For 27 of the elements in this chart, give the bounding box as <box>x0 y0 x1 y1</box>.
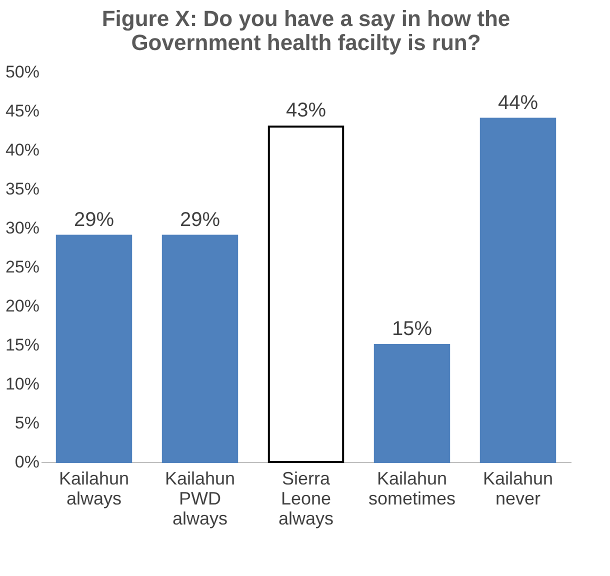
y-tick-label: 25% <box>5 258 40 276</box>
y-tick-label: 15% <box>5 336 40 354</box>
data-label: 15% <box>392 318 432 340</box>
y-tick-label: 45% <box>5 102 40 120</box>
y-tick-label: 35% <box>5 180 40 198</box>
x-tick-label: Kailahun never <box>482 468 554 508</box>
x-tick-label: Sierra Leone always <box>278 468 334 528</box>
x-tick-label: Kailahun PWD always <box>164 468 236 528</box>
y-tick-label: 5% <box>14 414 40 432</box>
bar <box>268 126 344 463</box>
data-label: 29% <box>180 208 220 231</box>
y-tick-label: 50% <box>5 62 40 82</box>
bar <box>480 118 556 463</box>
x-tick-label: Kailahun sometimes <box>368 468 456 508</box>
data-label: 29% <box>74 208 114 231</box>
y-tick-label: 0% <box>14 452 40 472</box>
bar <box>56 234 132 463</box>
bar <box>162 234 238 463</box>
data-label: 43% <box>286 100 326 122</box>
y-tick-label: 30% <box>5 218 40 238</box>
y-tick-label: 20% <box>5 296 40 316</box>
bar <box>374 344 450 463</box>
y-tick-label: 40% <box>5 140 40 160</box>
y-tick-label: 10% <box>5 374 40 394</box>
x-tick-label: Kailahun always <box>58 468 130 508</box>
chart-title: Figure X: Do you have a say in how the Government health facilty is run? <box>102 6 510 55</box>
data-label: 44% <box>498 92 538 114</box>
